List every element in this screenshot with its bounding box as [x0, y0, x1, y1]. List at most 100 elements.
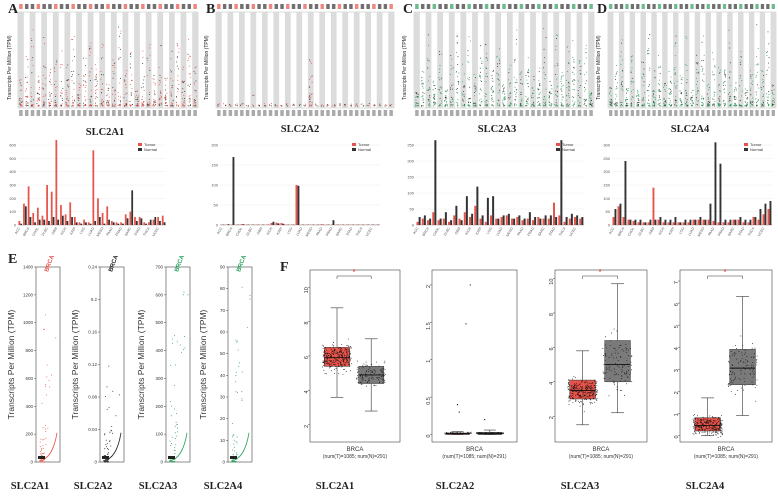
jitter-point — [585, 381, 587, 383]
x-tick-label: KIRP — [668, 226, 676, 236]
tick-label — [614, 110, 618, 116]
dot — [480, 77, 482, 79]
dot — [485, 93, 487, 95]
dot — [711, 71, 713, 73]
dot — [182, 105, 184, 107]
dot — [756, 101, 758, 103]
dot — [638, 102, 640, 104]
jitter-point — [573, 390, 575, 392]
tick-label — [274, 110, 279, 116]
dot — [291, 104, 293, 106]
jitter-point — [339, 350, 341, 352]
dot — [37, 105, 39, 107]
jitter-point — [327, 356, 329, 358]
jitter-point — [625, 349, 627, 351]
jitter-point — [356, 377, 358, 379]
dot — [464, 84, 466, 86]
dot — [131, 88, 133, 90]
bar-normal — [43, 219, 46, 225]
dot — [724, 72, 726, 74]
strip-label — [170, 4, 174, 9]
dot — [317, 105, 319, 107]
dot — [557, 64, 559, 66]
dot — [648, 69, 650, 71]
jitter-point — [721, 429, 723, 431]
dot — [101, 100, 103, 102]
y-tick-label: 0 — [674, 435, 680, 438]
y-tick-label: 200 — [211, 143, 218, 148]
dot — [31, 39, 33, 41]
stripe — [52, 12, 59, 108]
dot — [560, 78, 562, 80]
y-tick-label: 0 — [160, 460, 163, 465]
jitter-point — [700, 421, 702, 422]
tick-label — [712, 110, 716, 116]
dot — [159, 81, 161, 83]
dot — [27, 66, 29, 68]
bar-tumor — [106, 206, 109, 225]
dot — [492, 105, 494, 107]
jitter-point — [360, 373, 362, 375]
jitter-point — [383, 375, 385, 377]
dot — [591, 103, 593, 105]
dot — [461, 104, 463, 106]
dot — [539, 67, 541, 69]
bar-tumor — [617, 206, 620, 225]
dot — [193, 103, 195, 105]
dot — [50, 98, 52, 100]
dot — [746, 98, 748, 100]
dot — [668, 88, 670, 90]
jitter-point — [484, 432, 486, 434]
jitter-point — [360, 375, 362, 377]
strip-label — [19, 4, 23, 9]
dot — [572, 100, 574, 102]
dot — [19, 97, 21, 99]
dot — [708, 83, 710, 85]
dot — [130, 93, 132, 95]
dot — [509, 102, 511, 104]
jitter-point — [349, 352, 351, 354]
dot — [473, 91, 475, 93]
dot — [438, 105, 440, 107]
dot — [585, 44, 587, 46]
dot — [95, 75, 97, 77]
dot — [177, 79, 179, 81]
dot — [566, 86, 568, 88]
dot — [142, 96, 144, 98]
dot — [339, 105, 341, 107]
dot — [702, 97, 704, 99]
jitter-point — [712, 421, 714, 423]
jitter-point — [733, 372, 735, 374]
dot — [545, 88, 547, 90]
jitter-point — [585, 387, 586, 389]
jitter-point — [364, 365, 366, 367]
jitter-point — [580, 390, 582, 392]
dot — [241, 371, 243, 373]
dot — [84, 100, 86, 102]
jitter-point — [594, 390, 596, 392]
dot — [107, 452, 109, 454]
x-tick-label: DLBC — [245, 226, 253, 236]
y-tick-label: 0.12 — [88, 362, 97, 367]
strip-label — [228, 4, 233, 9]
jitter-point — [581, 381, 583, 383]
dot — [415, 103, 417, 105]
bar-tumor — [692, 219, 695, 225]
dot — [485, 68, 487, 70]
dot — [109, 431, 111, 433]
dot — [230, 105, 232, 107]
jitter-point — [579, 383, 581, 385]
jitter-point — [575, 382, 577, 384]
dot — [175, 421, 177, 423]
jitter-point — [340, 354, 342, 356]
dot — [550, 84, 552, 86]
dot — [159, 79, 161, 81]
dot — [67, 79, 69, 81]
dot — [504, 98, 506, 100]
bar-tumor — [427, 220, 430, 225]
dot — [527, 102, 529, 104]
jitter-point — [587, 384, 589, 386]
jitter-point — [339, 351, 341, 352]
bar-tumor — [542, 218, 545, 225]
dot — [177, 45, 179, 47]
